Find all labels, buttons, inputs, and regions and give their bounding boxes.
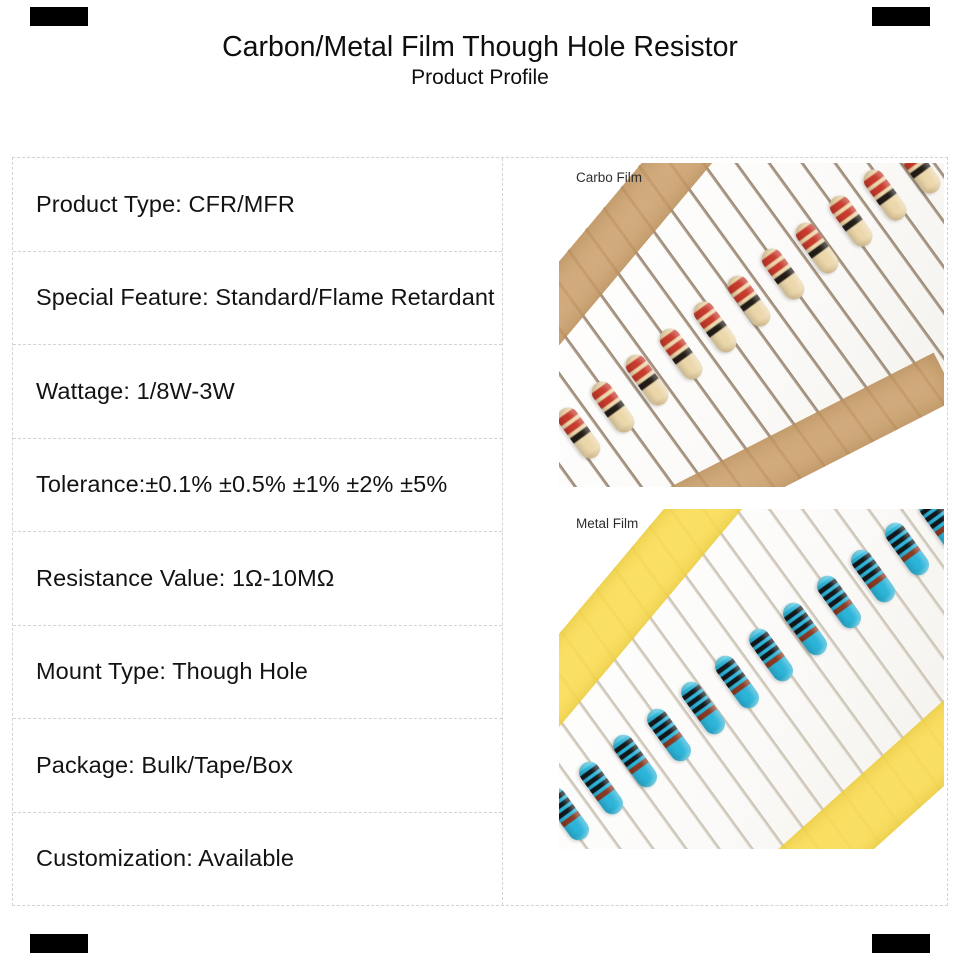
spec-and-photo-panel: Product Type: CFR/MFR Special Feature: St… [12, 157, 948, 906]
resistor [880, 518, 934, 580]
corner-mark-top-right [872, 7, 930, 26]
spec-table: Product Type: CFR/MFR Special Feature: St… [13, 158, 503, 905]
resistor [710, 651, 764, 712]
page-title: Carbon/Metal Film Though Hole Resistor [222, 31, 738, 63]
spec-row: Customization: Available [13, 813, 502, 906]
spec-row: Resistance Value: 1Ω-10MΩ [13, 532, 502, 626]
spec-row: Package: Bulk/Tape/Box [13, 719, 502, 813]
resistor [559, 783, 594, 845]
resistor [825, 191, 877, 251]
corner-mark-top-left [30, 7, 88, 26]
resistor [587, 376, 639, 437]
spec-text: Mount Type: Though Hole [36, 658, 308, 685]
carbon-film-photo: Carbo Film [559, 163, 944, 487]
spec-text: Tolerance:±0.1% ±0.5% ±1% ±2% ±5% [36, 471, 448, 498]
spec-text: Product Type: CFR/MFR [36, 190, 295, 217]
spec-text: Customization: Available [36, 845, 294, 872]
page-subtitle: Product Profile [411, 66, 549, 89]
spec-row: Wattage: 1/8W-3W [13, 345, 502, 439]
resistor [723, 270, 775, 331]
resistor [744, 624, 798, 686]
resistor [846, 545, 900, 606]
carbon-film-label: Carbo Film [576, 170, 643, 185]
resistor [574, 757, 628, 818]
corner-mark-bottom-right [872, 934, 930, 953]
photo-area: Carbo Film Metal Film [503, 158, 947, 905]
spec-text: Resistance Value: 1Ω-10MΩ [36, 564, 335, 591]
metal-film-photo: Metal Film [559, 509, 944, 849]
metal-film-label: Metal Film [576, 516, 639, 531]
spec-row: Special Feature: Standard/Flame Retardan… [13, 252, 502, 345]
resistor [859, 164, 911, 225]
spec-row: Mount Type: Though Hole [13, 626, 502, 719]
spec-row: Product Type: CFR/MFR [13, 158, 502, 252]
spec-row: Tolerance:±0.1% ±0.5% ±1% ±2% ±5% [13, 439, 502, 532]
spec-text: Special Feature: Standard/Flame Retardan… [36, 284, 495, 311]
resistor [689, 297, 741, 357]
spec-text: Package: Bulk/Tape/Box [36, 751, 293, 778]
resistor [655, 323, 707, 384]
spec-text: Wattage: 1/8W-3W [36, 377, 235, 404]
corner-mark-bottom-left [30, 934, 88, 953]
resistor [559, 403, 605, 463]
